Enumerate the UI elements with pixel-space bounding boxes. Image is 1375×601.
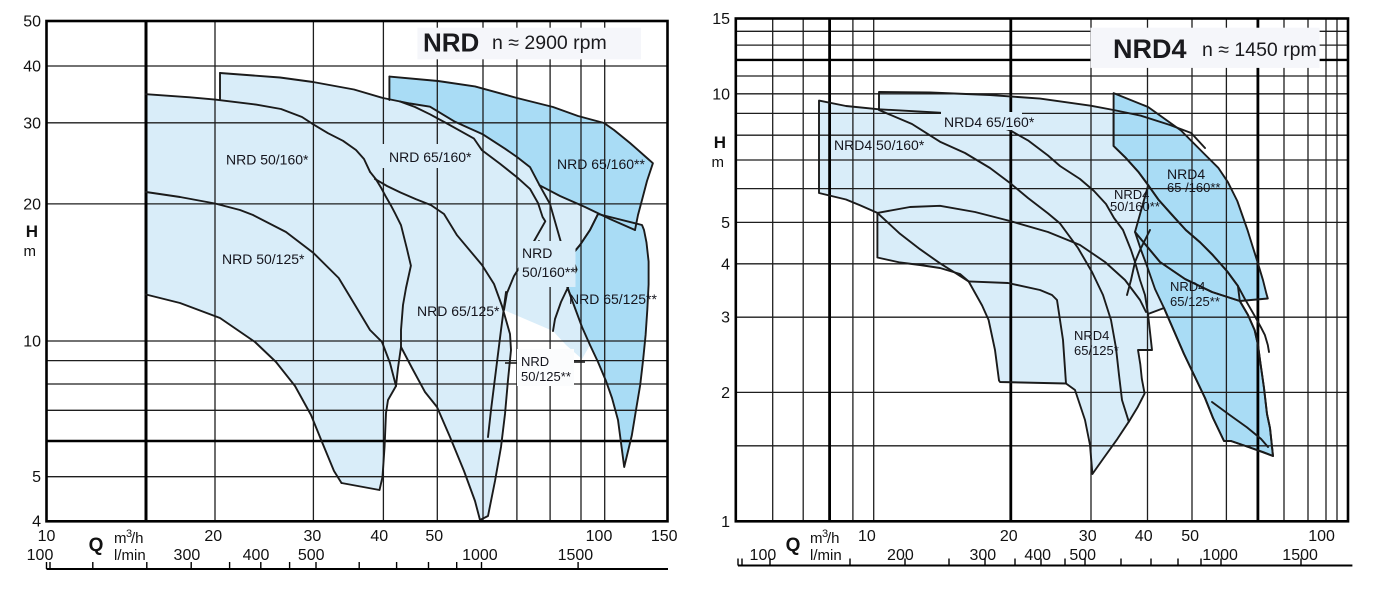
svg-text:NRD: NRD <box>521 354 549 369</box>
svg-text:300: 300 <box>174 547 201 564</box>
svg-text:NRD: NRD <box>522 245 552 261</box>
svg-text:40: 40 <box>370 528 388 545</box>
svg-text:65/125**: 65/125** <box>1170 294 1220 309</box>
svg-text:100: 100 <box>586 528 613 545</box>
svg-text:10: 10 <box>38 528 56 545</box>
svg-text:1000: 1000 <box>1202 547 1238 564</box>
svg-text:30: 30 <box>23 115 41 132</box>
svg-text:/h: /h <box>131 530 144 547</box>
svg-text:NRD 50/125*: NRD 50/125* <box>222 251 305 267</box>
svg-text:1000: 1000 <box>462 547 498 564</box>
svg-text:NRD 50/160*: NRD 50/160* <box>226 152 309 168</box>
svg-text:100: 100 <box>27 547 54 564</box>
svg-text:4: 4 <box>32 514 41 531</box>
svg-text:50/160**: 50/160** <box>1110 199 1160 214</box>
svg-text:4: 4 <box>721 256 730 273</box>
svg-text:n ≈ 2900 rpm: n ≈ 2900 rpm <box>492 32 607 54</box>
svg-text:50/160**: 50/160** <box>522 264 576 280</box>
svg-text:5: 5 <box>32 469 41 486</box>
svg-text:30: 30 <box>1079 528 1097 545</box>
svg-text:20: 20 <box>204 528 222 545</box>
svg-text:l/min: l/min <box>810 547 842 564</box>
svg-text:10: 10 <box>23 334 41 351</box>
svg-text:3: 3 <box>721 310 730 327</box>
svg-text:Q: Q <box>89 535 104 556</box>
svg-text:NRD 65/160**: NRD 65/160** <box>557 156 645 172</box>
svg-text:NRD4: NRD4 <box>1113 34 1187 64</box>
svg-text:m: m <box>810 530 823 547</box>
svg-text:m: m <box>114 530 127 547</box>
svg-text:2: 2 <box>721 385 730 402</box>
svg-text:100: 100 <box>750 547 777 564</box>
svg-text:NRD 65/125**: NRD 65/125** <box>569 291 657 307</box>
svg-text:65/125*: 65/125* <box>1074 343 1119 358</box>
svg-text:15: 15 <box>712 11 730 28</box>
svg-text:500: 500 <box>298 547 325 564</box>
svg-text:NRD 65/125*: NRD 65/125* <box>417 303 500 319</box>
svg-text:NRD4: NRD4 <box>1074 328 1109 343</box>
svg-text:H: H <box>26 222 38 241</box>
svg-text:m: m <box>24 243 37 260</box>
svg-text:m: m <box>712 154 725 171</box>
svg-text:100: 100 <box>1308 528 1335 545</box>
svg-text:50: 50 <box>425 528 443 545</box>
svg-text:500: 500 <box>1069 547 1096 564</box>
svg-text:10: 10 <box>858 528 876 545</box>
svg-text:150: 150 <box>651 528 678 545</box>
svg-text:50: 50 <box>1181 528 1199 545</box>
svg-text:20: 20 <box>23 196 41 213</box>
svg-text:n ≈ 1450 rpm: n ≈ 1450 rpm <box>1202 39 1317 61</box>
svg-text:50/125**: 50/125** <box>521 369 571 384</box>
svg-text:3: 3 <box>126 528 132 540</box>
svg-text:65 /160**: 65 /160** <box>1167 180 1221 195</box>
svg-text:30: 30 <box>304 528 322 545</box>
svg-text:NRD: NRD <box>423 28 479 58</box>
svg-text:Q: Q <box>786 535 801 556</box>
svg-text:NRD4 65/160*: NRD4 65/160* <box>944 114 1035 130</box>
svg-text:5: 5 <box>721 215 730 232</box>
svg-text:H: H <box>714 133 726 152</box>
svg-text:400: 400 <box>1024 547 1051 564</box>
svg-text:l/min: l/min <box>114 547 146 564</box>
svg-text:10: 10 <box>712 86 730 103</box>
svg-text:1: 1 <box>721 514 730 531</box>
svg-text:50: 50 <box>23 14 41 31</box>
svg-text:20: 20 <box>1000 528 1018 545</box>
svg-text:NRD4: NRD4 <box>1167 166 1205 182</box>
svg-text:NRD4 50/160*: NRD4 50/160* <box>834 137 925 153</box>
svg-text:40: 40 <box>23 59 41 76</box>
svg-text:1500: 1500 <box>1282 547 1318 564</box>
svg-text:1500: 1500 <box>558 547 594 564</box>
svg-text:/h: /h <box>827 530 840 547</box>
svg-text:NRD 65/160*: NRD 65/160* <box>389 149 472 165</box>
svg-text:200: 200 <box>887 547 914 564</box>
svg-text:400: 400 <box>243 547 270 564</box>
svg-text:300: 300 <box>969 547 996 564</box>
svg-text:3: 3 <box>822 528 828 540</box>
svg-text:40: 40 <box>1135 528 1153 545</box>
svg-text:NRD4: NRD4 <box>1170 279 1205 294</box>
svg-text:NRD4: NRD4 <box>1114 187 1149 202</box>
